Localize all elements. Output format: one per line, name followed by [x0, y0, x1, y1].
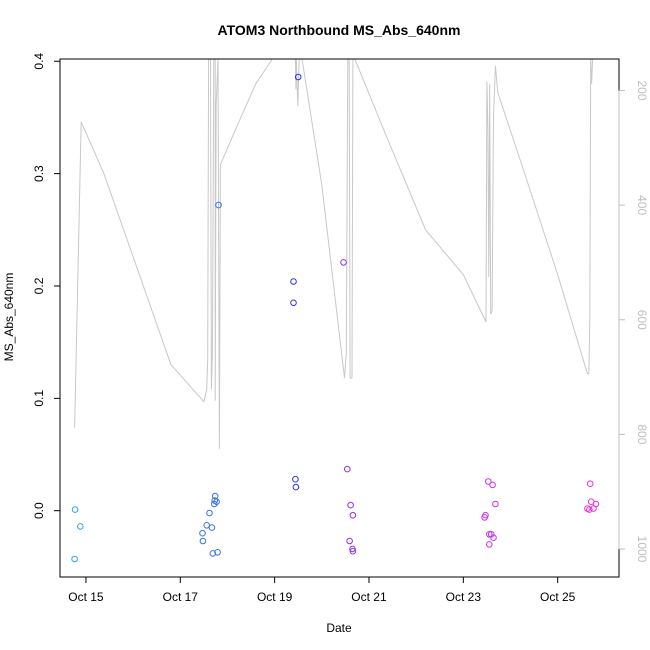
chart-title: ATOM3 Northbound MS_Abs_640nm	[218, 22, 461, 38]
y-tick-label: 0.1	[32, 390, 46, 407]
data-point	[294, 73, 302, 81]
plot-area	[59, 58, 620, 578]
y2-tick-label: 1000	[635, 536, 649, 563]
altitude-layer	[74, 59, 596, 449]
y2-tick-label: 600	[635, 310, 649, 330]
data-point	[347, 501, 354, 509]
data-point	[71, 506, 79, 513]
y2-tick-label: 800	[635, 424, 649, 444]
data-point	[203, 522, 210, 529]
y-tick-label: 0.0	[32, 502, 46, 519]
data-point	[213, 498, 220, 506]
data-point	[349, 545, 356, 553]
data-point	[199, 529, 206, 537]
data-point	[214, 549, 221, 556]
x-tick-label: Oct 19	[257, 590, 293, 604]
y-axis-label: MS_Abs_640nm	[2, 273, 16, 362]
y-tick-label: 0.2	[32, 277, 46, 294]
x-tick-label: Oct 21	[351, 590, 387, 604]
data-point	[71, 555, 78, 563]
data-point	[208, 524, 216, 531]
data-point	[349, 547, 357, 555]
data-point	[489, 481, 496, 489]
data-point	[340, 259, 347, 266]
data-point	[485, 478, 492, 485]
data-point	[209, 550, 217, 557]
y-axis: 0.0 0.1 0.2 0.3 0.4	[32, 53, 61, 519]
data-point	[206, 509, 213, 517]
data-point	[349, 511, 357, 519]
y-tick-label: 0.3	[32, 165, 46, 182]
y2-axis-right: 200 400 600 800 1000	[618, 80, 649, 563]
data-point	[486, 541, 493, 548]
data-point	[290, 278, 297, 285]
y2-tick-label: 400	[635, 195, 649, 215]
data-point	[292, 475, 299, 483]
data-point	[346, 537, 353, 545]
data-point	[486, 531, 493, 538]
x-tick-label: Oct 17	[163, 590, 199, 604]
x-tick-label: Oct 15	[68, 590, 104, 604]
data-point	[492, 500, 499, 508]
data-point	[77, 523, 84, 530]
data-point	[344, 465, 351, 473]
x-tick-label: Oct 23	[446, 590, 482, 604]
x-axis-label: Date	[326, 621, 352, 635]
data-point	[482, 511, 489, 519]
data-point	[199, 537, 207, 545]
data-point	[490, 534, 497, 542]
plot-frame	[59, 58, 620, 578]
data-point	[592, 500, 600, 508]
x-axis: Oct 15 Oct 17 Oct 19 Oct 21 Oct 23 Oct 25	[68, 576, 576, 604]
data-point	[292, 483, 300, 491]
points-layer	[71, 73, 600, 563]
y2-tick-label: 200	[635, 80, 649, 100]
altitude-line	[74, 59, 596, 449]
y-tick-label: 0.4	[32, 53, 46, 70]
data-point	[290, 299, 297, 307]
data-point	[586, 480, 594, 488]
x-tick-label: Oct 25	[540, 590, 576, 604]
data-point	[215, 201, 222, 209]
data-point	[586, 506, 593, 513]
